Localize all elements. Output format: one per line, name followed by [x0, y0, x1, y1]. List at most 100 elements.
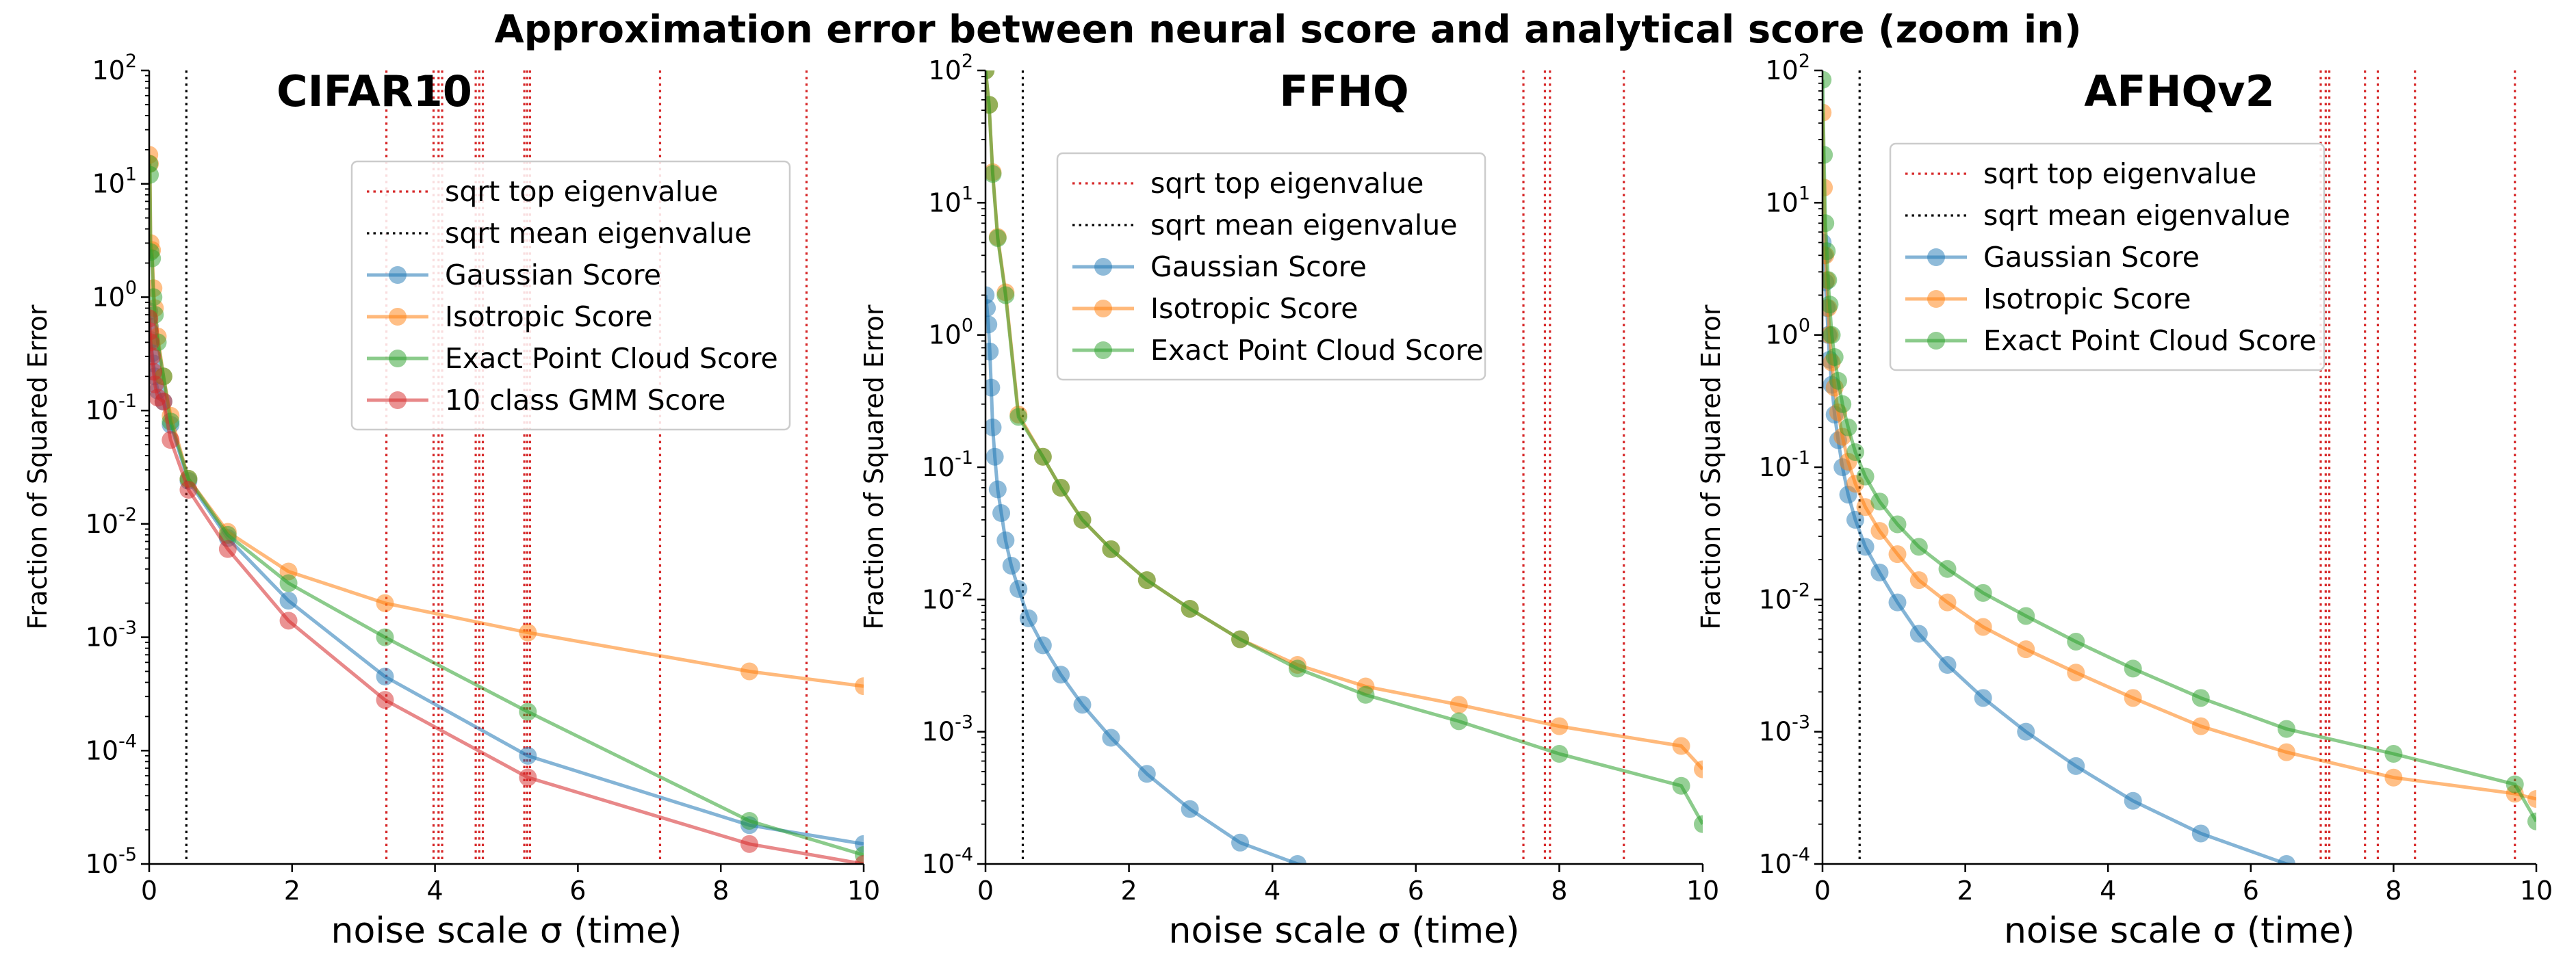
y-tick-base: 10	[86, 622, 118, 653]
y-tick-exponent: 2	[1799, 51, 1810, 72]
data-point	[992, 504, 1011, 523]
y-tick-label: 101	[92, 164, 137, 199]
legend: sqrt top eigenvalue sqrt mean eigenvalue G…	[1889, 142, 2326, 371]
y-tick-exponent: 0	[962, 315, 973, 337]
data-point	[2191, 824, 2210, 843]
data-point	[2124, 689, 2142, 707]
data-point	[1052, 478, 1070, 497]
data-point	[1888, 515, 1907, 534]
data-point	[1825, 348, 1844, 367]
y-tick-exponent: 0	[125, 277, 137, 298]
data-point	[1870, 563, 1889, 581]
data-point	[2191, 689, 2210, 707]
y-tick-base: 10	[928, 320, 961, 350]
legend-label: Exact Point Cloud Score	[445, 342, 778, 375]
legend-marker-swatch	[389, 350, 407, 367]
y-tick-exponent: -2	[955, 579, 973, 601]
data-point	[1672, 737, 1690, 755]
x-tick-label: 4	[2100, 876, 2116, 906]
data-point	[2277, 743, 2295, 761]
data-point	[986, 447, 1004, 466]
legend-label: Exact Point Cloud Score	[1150, 334, 1484, 367]
legend-marker-swatch	[1094, 341, 1112, 359]
y-tick-exponent: -5	[118, 844, 137, 865]
y-tick-label: 10-1	[86, 391, 137, 425]
data-point	[149, 249, 162, 267]
x-tick-label: 2	[284, 876, 300, 906]
data-point	[855, 855, 864, 864]
data-point	[1356, 685, 1375, 704]
data-point	[986, 299, 996, 317]
series-group	[986, 70, 1703, 864]
x-tick-label: 4	[1264, 876, 1280, 906]
data-point	[1846, 510, 1864, 529]
data-point	[376, 668, 394, 686]
y-tick-exponent: -3	[118, 618, 137, 639]
x-tick-label: 8	[2385, 876, 2401, 906]
data-point	[2277, 855, 2295, 864]
y-tick-exponent: -2	[1792, 579, 1810, 601]
y-tick-base: 10	[92, 55, 125, 86]
data-point	[2067, 664, 2085, 682]
data-point	[1550, 745, 1569, 763]
y-tick-base: 10	[928, 187, 961, 218]
data-point	[1002, 556, 1020, 575]
series-group	[1822, 70, 2536, 864]
data-point	[2067, 757, 2085, 775]
legend: sqrt top eigenvalue sqrt mean eigenvalue G…	[350, 160, 791, 431]
reference-lines	[1021, 70, 1625, 864]
data-point	[2527, 812, 2536, 830]
legend-label: Gaussian Score	[1150, 250, 1367, 283]
y-tick-label: 10-3	[86, 618, 137, 653]
data-point	[740, 662, 758, 681]
y-tick-label: 10-1	[922, 447, 973, 482]
data-point	[1974, 618, 1992, 636]
y-tick-base: 10	[1765, 320, 1798, 350]
x-axis-label: noise scale σ (time)	[331, 910, 682, 952]
data-point	[1974, 689, 1992, 707]
data-point	[2124, 791, 2142, 810]
y-tick-label: 100	[1765, 315, 1810, 350]
data-point	[1870, 522, 1889, 540]
data-point	[1052, 666, 1070, 684]
y-tick-exponent: 0	[1799, 315, 1810, 337]
legend-label: Isotropic Score	[1983, 283, 2191, 315]
y-tick-exponent: -3	[955, 712, 973, 733]
data-point	[376, 691, 394, 709]
data-point	[1073, 696, 1092, 714]
legend-marker-swatch	[389, 266, 407, 284]
y-tick-base: 10	[86, 735, 118, 765]
data-point	[149, 166, 159, 184]
y-tick-label: 101	[1765, 183, 1810, 218]
y-tick-label: 10-3	[1759, 712, 1810, 747]
data-point	[1909, 625, 1928, 643]
y-tick-base: 10	[1759, 584, 1792, 614]
x-tick-label: 6	[569, 876, 586, 906]
data-point	[1181, 599, 1199, 618]
data-point	[1033, 636, 1052, 655]
data-point	[986, 96, 999, 114]
y-tick-exponent: 2	[125, 51, 137, 72]
data-point	[2124, 659, 2142, 678]
data-point	[986, 342, 999, 360]
data-point	[1073, 510, 1092, 529]
data-point	[740, 835, 758, 853]
y-tick-base: 10	[922, 452, 955, 482]
data-point	[1672, 776, 1690, 795]
data-point	[1550, 717, 1569, 735]
data-point	[1888, 593, 1907, 612]
y-tick-exponent: -1	[1792, 447, 1810, 469]
y-tick-label: 100	[928, 315, 973, 350]
x-tick-label: 8	[712, 876, 729, 906]
legend-label: Exact Point Cloud Score	[1983, 324, 2317, 357]
data-point	[2017, 607, 2035, 625]
y-axis-label: Fraction of Squared Error	[23, 304, 53, 629]
data-point	[1019, 609, 1038, 627]
data-point	[1288, 855, 1306, 864]
data-point	[1856, 538, 1875, 556]
x-tick-label: 4	[427, 876, 443, 906]
panel-title: FFHQ	[1279, 66, 1408, 116]
legend-marker-swatch	[1927, 332, 1945, 350]
